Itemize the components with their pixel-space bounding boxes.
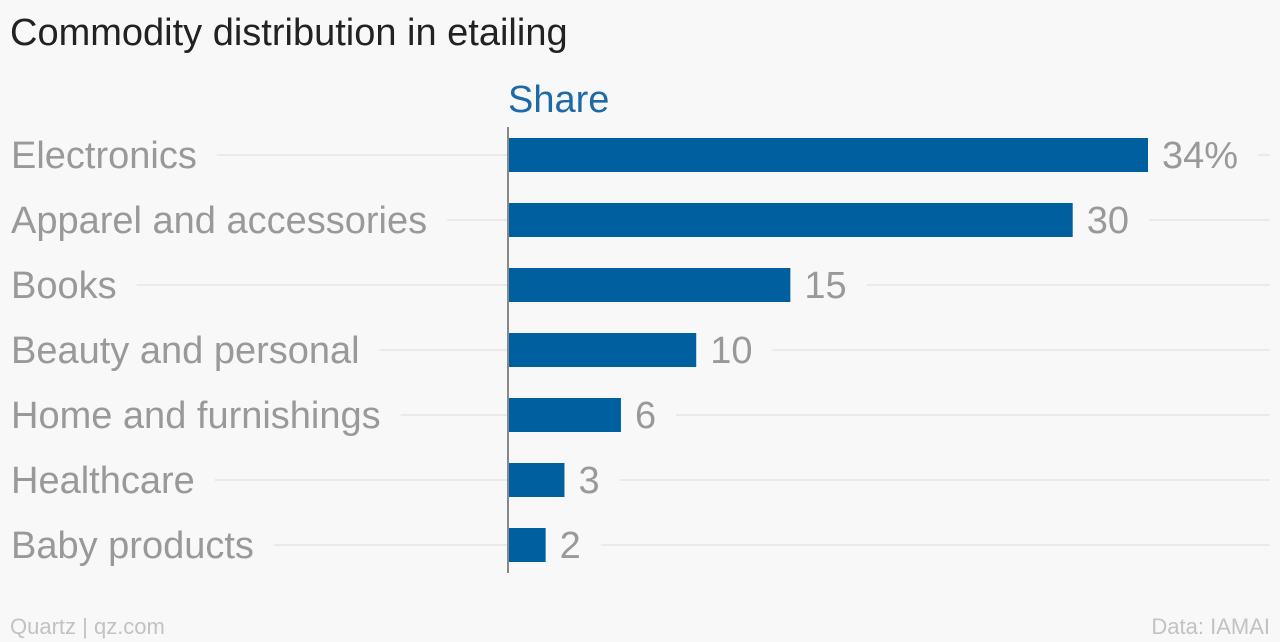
value-label: 30: [1087, 200, 1129, 242]
data-source: Data: IAMAI: [1151, 614, 1270, 639]
category-label: Home and furnishings: [11, 395, 381, 437]
value-label: 15: [804, 265, 846, 307]
category-label: Baby products: [11, 525, 254, 567]
bar: [508, 203, 1073, 237]
category-label: Books: [11, 265, 117, 307]
value-label: 6: [635, 395, 656, 437]
bar: [508, 333, 697, 367]
bar: [508, 138, 1148, 172]
series-label: Share: [508, 79, 609, 121]
category-label: Electronics: [11, 135, 197, 177]
category-label: Beauty and personal: [11, 330, 360, 372]
chart-title: Commodity distribution in etailing: [10, 12, 568, 54]
category-label: Apparel and accessories: [11, 200, 427, 242]
value-label: 2: [560, 525, 581, 567]
value-label: 3: [578, 460, 599, 502]
category-label: Healthcare: [11, 460, 195, 502]
bar: [508, 463, 565, 497]
bar: [508, 528, 546, 562]
bar: [508, 268, 791, 302]
value-label: 10: [710, 330, 752, 372]
value-label: 34%: [1162, 135, 1238, 177]
source-credit: Quartz | qz.com: [10, 614, 165, 639]
bar: [508, 398, 621, 432]
